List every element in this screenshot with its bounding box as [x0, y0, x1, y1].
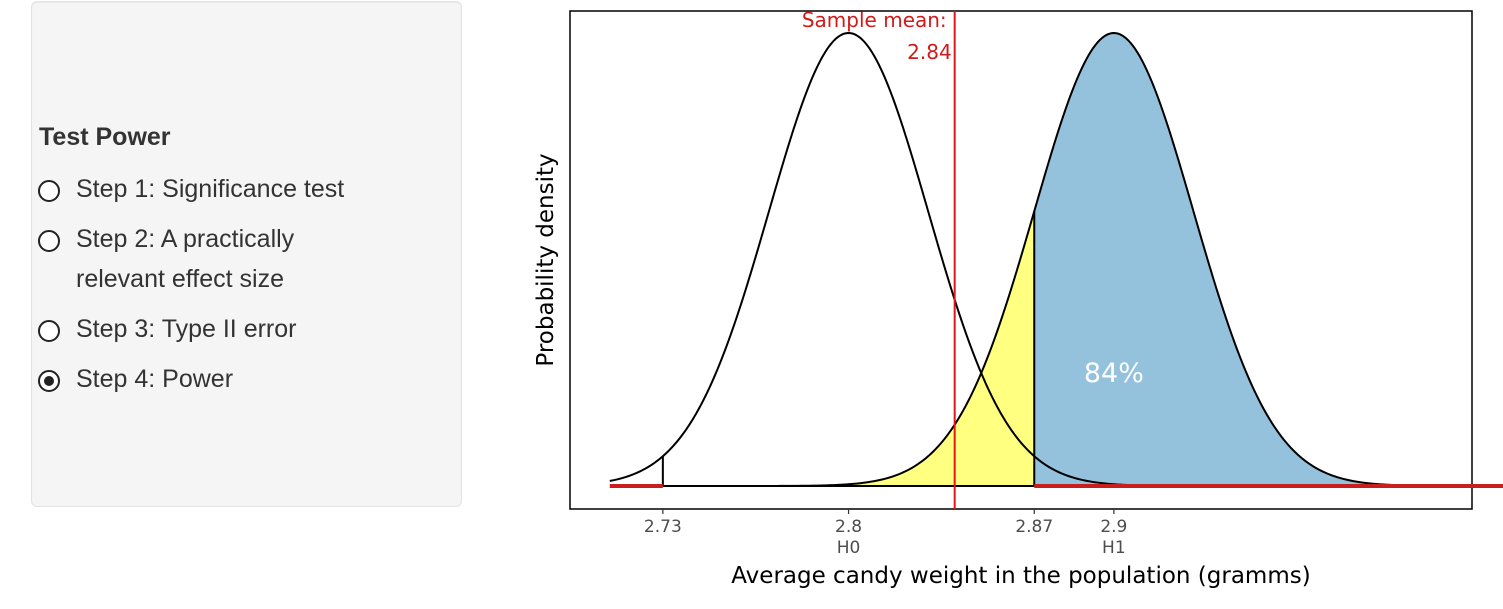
sample-mean-value: 2.84	[907, 40, 952, 64]
radio-step-3[interactable]: Step 3: Type II error	[38, 315, 376, 349]
x-tick-label-2: 2.8	[835, 517, 862, 537]
sample-mean-label: Sample mean:	[802, 8, 947, 32]
panel-title: Test Power	[39, 123, 171, 151]
x-axis-title: Average candy weight in the population (…	[731, 563, 1310, 589]
radio-button-step-4[interactable]	[38, 370, 60, 392]
radio-step-1[interactable]: Step 1: Significance test	[38, 175, 376, 209]
x-tick-label-3: 2.87	[1015, 517, 1053, 537]
y-axis-title: Probability density	[533, 153, 559, 366]
power-percentage-label: 84%	[1084, 358, 1144, 389]
radio-button-step-1[interactable]	[38, 180, 60, 202]
radio-step-4[interactable]: Step 4: Power	[38, 365, 376, 399]
radio-label-step-1: Step 1: Significance test	[76, 175, 345, 203]
radio-label-step-4: Step 4: Power	[76, 365, 234, 393]
radio-button-step-3[interactable]	[38, 320, 60, 342]
radio-label-step-3: Step 3: Type II error	[76, 315, 297, 343]
x-tick-sublabel-2: H0	[837, 538, 861, 558]
x-tick-label-4: 2.9	[1100, 517, 1127, 537]
x-tick-sublabel-4: H1	[1102, 538, 1126, 558]
x-tick-label-1: 2.73	[644, 517, 682, 537]
type-ii-error-area	[662, 211, 1035, 487]
radio-label-step-2: Step 2: A practically relevant effect si…	[76, 225, 295, 293]
power-area	[1034, 33, 1503, 486]
sidebar-panel	[31, 1, 462, 507]
radio-button-step-2[interactable]	[38, 230, 60, 252]
radio-step-2[interactable]: Step 2: A practically relevant effect si…	[38, 225, 376, 299]
